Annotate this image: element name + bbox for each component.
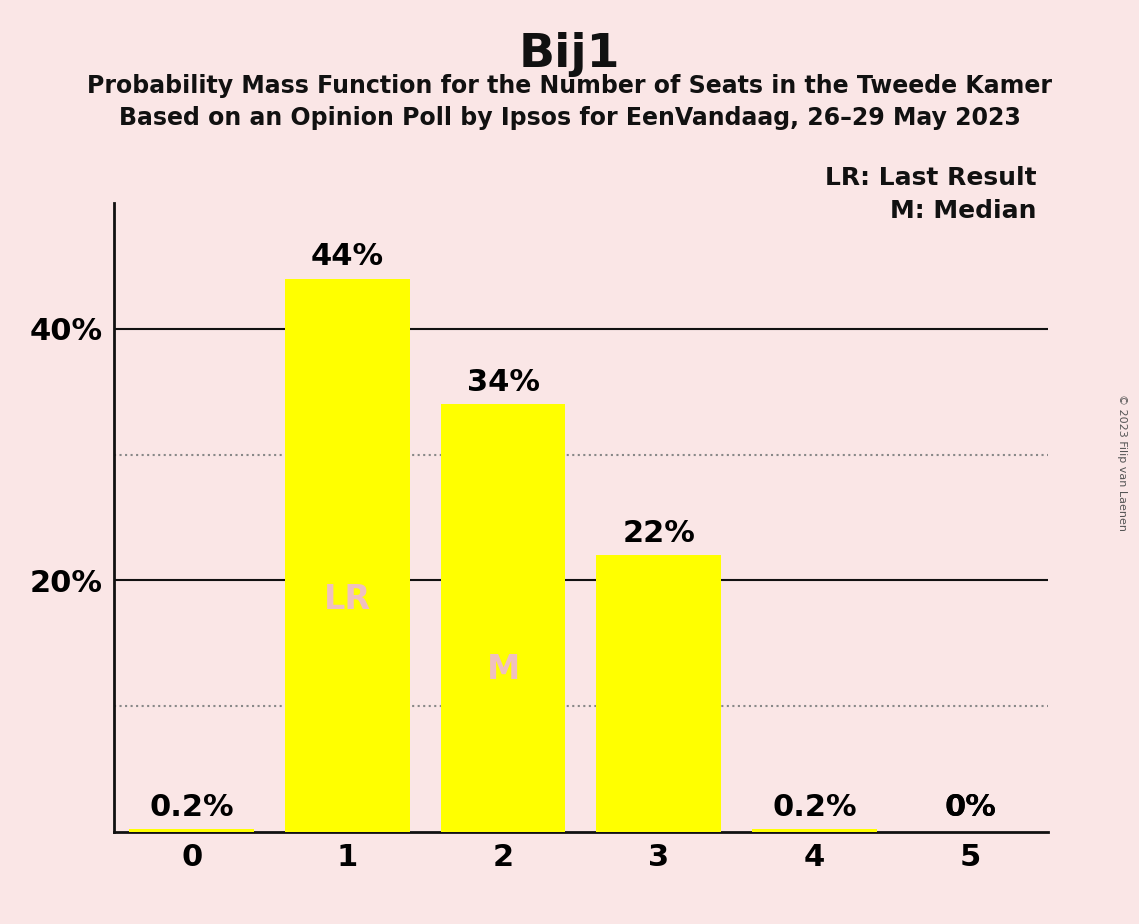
Bar [285,279,410,832]
Text: 0.2%: 0.2% [149,793,233,821]
Text: LR: Last Result: LR: Last Result [825,166,1036,190]
Text: M: M [486,652,519,686]
Text: 34%: 34% [467,368,540,396]
Text: LR: LR [323,583,371,616]
Bar [597,555,721,832]
Text: Based on an Opinion Poll by Ipsos for EenVandaag, 26–29 May 2023: Based on an Opinion Poll by Ipsos for Ee… [118,106,1021,130]
Text: © 2023 Filip van Laenen: © 2023 Filip van Laenen [1117,394,1126,530]
Bar [130,829,254,832]
Text: 0%: 0% [944,793,995,821]
Text: 22%: 22% [622,518,695,548]
Text: Bij1: Bij1 [518,32,621,78]
Text: 0%: 0% [944,793,995,821]
Text: 0.2%: 0.2% [772,793,857,821]
Text: Probability Mass Function for the Number of Seats in the Tweede Kamer: Probability Mass Function for the Number… [87,74,1052,98]
Bar [441,405,565,832]
Bar [752,829,877,832]
Text: M: Median: M: Median [890,199,1036,223]
Text: 44%: 44% [311,242,384,271]
